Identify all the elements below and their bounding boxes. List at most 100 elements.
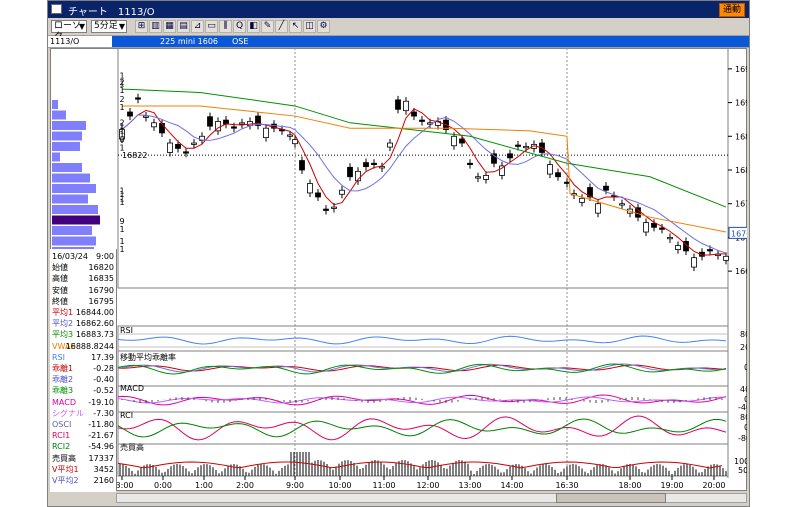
panel-frame — [117, 350, 729, 387]
data-value: 17.39 — [91, 352, 114, 362]
symbol-description: 225 mini 1606 — [160, 37, 219, 46]
candle-body — [292, 139, 298, 145]
deviation-title: 移動平均乖離率 — [120, 352, 176, 362]
x-tick-label: 11:00 — [372, 481, 395, 490]
candle-body — [395, 99, 401, 110]
candle-body — [587, 187, 593, 198]
annotation-time: 23:45 — [119, 78, 747, 87]
rsi-tick: 20 — [740, 343, 747, 352]
dev2-line — [117, 363, 727, 373]
split-icon[interactable]: ▥ — [149, 20, 162, 33]
candle-body — [451, 135, 457, 147]
interval-select[interactable]: 5分足 ▼ — [91, 20, 127, 33]
scrollbar-track[interactable] — [116, 493, 747, 503]
y-tick-label: 16750 — [735, 200, 747, 209]
rsi-title: RSI — [120, 326, 133, 335]
rci-tick: 80 — [740, 413, 747, 422]
candle-body — [523, 146, 529, 149]
settings-icon[interactable]: ⚙ — [317, 20, 330, 33]
data-label: 乖離2 — [52, 375, 74, 385]
data-row: 乖離1 -0.28 — [52, 364, 114, 374]
vol-avg1-line — [117, 461, 722, 469]
candle-body — [651, 222, 657, 228]
macd-tick: -40 — [738, 403, 747, 412]
rci2-line — [117, 418, 727, 438]
chart-type-select[interactable]: ローソク ▼ — [51, 20, 87, 42]
layout-icon[interactable]: ▭ — [205, 20, 218, 33]
candle-body — [143, 115, 149, 118]
candle-body — [411, 111, 417, 117]
ma2-line — [121, 114, 727, 254]
candle-body — [515, 144, 521, 147]
x-tick-label: 20:00 — [702, 481, 725, 490]
mode-tag[interactable]: 通動 — [718, 3, 745, 17]
data-value: 16883.73 — [75, 330, 114, 340]
data-row: 平均1 16844.00 — [52, 308, 114, 318]
bar-style-icon[interactable]: ⊞ — [135, 20, 148, 33]
pen-icon[interactable]: ✎ — [261, 20, 274, 33]
candle-body — [167, 142, 173, 153]
candle-body — [459, 138, 465, 144]
data-value: -54.96 — [88, 442, 114, 452]
candle-icon[interactable]: ⫼ — [219, 20, 232, 33]
line-chart-icon[interactable]: ⊿ — [191, 20, 204, 33]
volume-profile-bar — [52, 100, 58, 109]
data-panel: 16/03/24 9:00 始値 16820 高値 16835 安値 16790 終値 16795… — [50, 249, 117, 492]
eraser-icon[interactable]: ◫ — [303, 20, 316, 33]
volume-tick: 10000 — [734, 457, 747, 466]
data-row: 高値 16835 — [52, 274, 114, 284]
data-value: -19.10 — [88, 397, 114, 407]
candle-body — [707, 249, 713, 252]
rci-title: RCI — [120, 411, 133, 420]
data-row: RSI 17.39 — [52, 353, 114, 363]
title-bar[interactable]: チャート 1113/O 通動 — [48, 1, 749, 18]
volume-profile-bar — [52, 163, 82, 172]
candle-body — [579, 197, 585, 203]
ma3-line — [121, 88, 727, 208]
data-label: 高値 — [52, 274, 68, 284]
x-tick-label: 18:00 — [618, 481, 641, 490]
dev3-line — [117, 363, 727, 375]
grid-icon[interactable]: ▦ — [163, 20, 176, 33]
data-row: 平均2 16862.60 — [52, 319, 114, 329]
info-bar: 1113/O 225 mini 1606 OSE — [48, 36, 749, 48]
data-value: 16862.60 — [75, 319, 114, 329]
data-label: RCI1 — [52, 431, 71, 441]
data-value: 16790 — [88, 285, 114, 295]
zoom-icon[interactable]: Q — [233, 20, 246, 33]
candle-body — [355, 170, 361, 182]
window-icon — [51, 4, 62, 14]
data-label: MACD — [52, 397, 76, 407]
color-icon[interactable]: ◧ — [247, 20, 260, 33]
price-marker-box — [728, 226, 747, 239]
macd-line — [117, 394, 727, 406]
toolbar: ローソク ▼ 5分足 ▼ ⊞▥▦▤⊿▭⫼Q◧✎╱↖◫⚙ — [48, 18, 749, 42]
candle-body — [287, 134, 293, 137]
candle-body — [255, 115, 261, 126]
volume-profile-bar — [52, 194, 88, 204]
table-icon[interactable]: ▤ — [177, 20, 190, 33]
data-row: 乖離3 -0.52 — [52, 386, 114, 396]
window-title: チャート 1113/O — [68, 7, 155, 18]
data-label: 売買高 — [52, 453, 76, 463]
y-tick-label: 16800 — [735, 166, 747, 175]
ruler-icon[interactable]: ╱ — [275, 20, 288, 33]
chart-canvas[interactable]: 1695016900168501680016750167001665016706… — [50, 48, 747, 491]
price-marker: 16706 — [731, 229, 747, 238]
data-label: 安値 — [52, 285, 68, 295]
data-label: 平均2 — [52, 319, 74, 329]
horizontal-scrollbar[interactable] — [116, 491, 747, 505]
candle-body — [347, 166, 353, 178]
volume-profile-bar — [52, 205, 98, 214]
x-tick-label: 16:30 — [555, 481, 578, 490]
cursor-icon[interactable]: ↖ — [289, 20, 302, 33]
data-row: 終値 16795 — [52, 297, 114, 307]
candle-body — [323, 208, 329, 211]
scrollbar-thumb[interactable] — [556, 493, 666, 503]
rsi-tick: 80 — [740, 330, 747, 339]
chevron-down-icon: ▼ — [78, 22, 85, 31]
data-label: VWAP — [52, 341, 76, 351]
exchange-name: OSE — [232, 37, 249, 46]
crosshair-label: 16822 — [122, 151, 147, 160]
data-label: 始値 — [52, 263, 68, 273]
